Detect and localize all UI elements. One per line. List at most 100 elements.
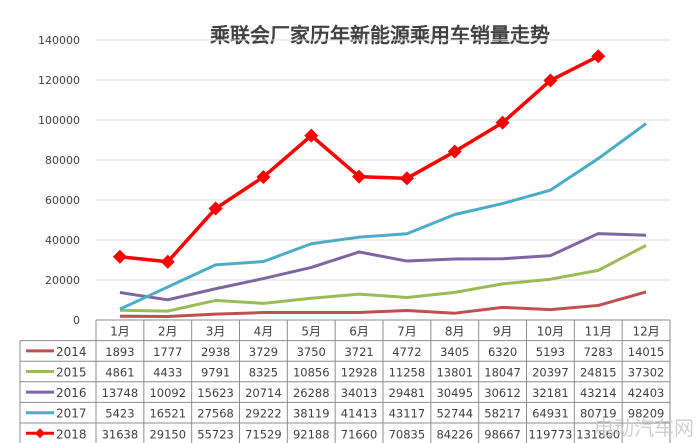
data-point: [112, 249, 127, 264]
table-cell: 30612: [484, 386, 521, 400]
data-point: [256, 169, 271, 184]
y-tick-label: 0: [73, 314, 80, 327]
data-point: [447, 144, 462, 159]
y-axis: 0 20000 40000 60000 80000 100000 120000 140000: [38, 34, 80, 327]
table-cell: 3729: [249, 345, 278, 359]
table-cell: 1893: [105, 345, 134, 359]
table-cell: 4433: [153, 366, 182, 380]
table-cell: 55723: [197, 427, 234, 441]
table-cell: 38119: [293, 407, 330, 421]
y-tick-label: 40000: [45, 234, 80, 247]
table-cell: 6320: [488, 345, 517, 359]
table-cell: 71529: [245, 427, 282, 441]
table-cell: 16521: [149, 407, 186, 421]
table-cell: 20397: [532, 366, 569, 380]
x-tick-label: 1月: [110, 324, 130, 338]
table-cell: 52744: [436, 407, 473, 421]
y-tick-label: 20000: [45, 274, 80, 287]
legend-marker: [35, 428, 45, 439]
x-tick-label: 9月: [493, 324, 513, 338]
series-line-2014: [119, 290, 647, 318]
table-cell: 30495: [436, 386, 473, 400]
table-cell: 27568: [197, 407, 234, 421]
table-cell: 1777: [153, 345, 182, 359]
series-line-2016: [119, 232, 647, 302]
table-cell: 7283: [584, 345, 613, 359]
table-cell: 20714: [245, 386, 282, 400]
table-cell: 10092: [149, 386, 186, 400]
table-cell: 70835: [389, 427, 426, 441]
table-cell: 10856: [293, 366, 330, 380]
table-cell: 71660: [341, 427, 378, 441]
table-cell: 29150: [149, 427, 186, 441]
x-tick-label: 2月: [158, 324, 178, 338]
table-cell: 8325: [249, 366, 278, 380]
table-cell: 15623: [197, 386, 234, 400]
table-cell: 29481: [389, 386, 426, 400]
y-tick-label: 60000: [45, 194, 80, 207]
series-line-2017: [119, 122, 647, 311]
legend-label: 2018: [56, 427, 87, 441]
table-cell: 3405: [440, 345, 469, 359]
table-cell: 84226: [436, 427, 473, 441]
table-cell: 80719: [580, 407, 617, 421]
data-point: [591, 49, 606, 64]
data-table: 1月 2月 3月 4月 5月 6月 7月 8月 9月 10月 11月 12月 2014 1893 1777 2…: [19, 319, 671, 443]
table-cell: 119773: [528, 427, 572, 441]
table-cell: 18047: [484, 366, 521, 380]
table-cell: 13801: [436, 366, 473, 380]
watermark-logo: 电动汽车网: [594, 416, 694, 440]
table-cell: 3750: [297, 345, 326, 359]
table-cell: 43214: [580, 386, 617, 400]
table-cell: 11258: [389, 366, 426, 380]
data-point: [495, 115, 510, 130]
table-cell: 37302: [628, 366, 665, 380]
table-cell: 98667: [484, 427, 521, 441]
x-tick-label: 7月: [397, 324, 417, 338]
y-tick-label: 140000: [38, 34, 80, 47]
table-cell: 92188: [293, 427, 330, 441]
data-point: [304, 128, 319, 143]
data-point: [160, 254, 175, 269]
data-point: [352, 169, 367, 184]
table-cell: 32181: [532, 386, 569, 400]
x-tick-label: 11月: [585, 324, 612, 338]
table-cell: 131860: [576, 427, 620, 441]
table-cell: 14015: [628, 345, 665, 359]
table-cell: 5423: [105, 407, 134, 421]
table-cell: 5193: [536, 345, 565, 359]
y-tick-label: 120000: [38, 74, 80, 87]
x-tick-label: 6月: [349, 324, 369, 338]
series-line-2015: [119, 244, 647, 313]
table-cell: 42403: [628, 386, 665, 400]
table-cell: 34013: [341, 386, 378, 400]
table-cell: 26288: [293, 386, 330, 400]
data-point: [543, 73, 558, 88]
table-cell: 24815: [580, 366, 617, 380]
legend-label: 2015: [56, 366, 87, 380]
table-cell: 58217: [484, 407, 521, 421]
y-tick-label: 80000: [45, 154, 80, 167]
x-tick-label: 12月: [632, 324, 659, 338]
table-cell: 2938: [201, 345, 230, 359]
table-cell: 41413: [341, 407, 378, 421]
x-tick-label: 5月: [301, 324, 321, 338]
y-tick-label: 100000: [38, 114, 80, 127]
series-line-2018: [119, 54, 600, 264]
legend-label: 2016: [56, 386, 87, 400]
table-cell: 31638: [102, 427, 139, 441]
legend-label: 2014: [56, 345, 87, 359]
table-cell: 9791: [201, 366, 230, 380]
table-cell: 12928: [341, 366, 378, 380]
table-cell: 29222: [245, 407, 282, 421]
legend-label: 2017: [56, 407, 87, 421]
table-cell: 4772: [392, 345, 421, 359]
table-cell: 4861: [105, 366, 134, 380]
x-tick-label: 10月: [537, 324, 564, 338]
data-point: [399, 171, 414, 186]
table-cell: 98209: [628, 407, 665, 421]
x-tick-label: 3月: [206, 324, 226, 338]
table-cell: 43117: [389, 407, 426, 421]
